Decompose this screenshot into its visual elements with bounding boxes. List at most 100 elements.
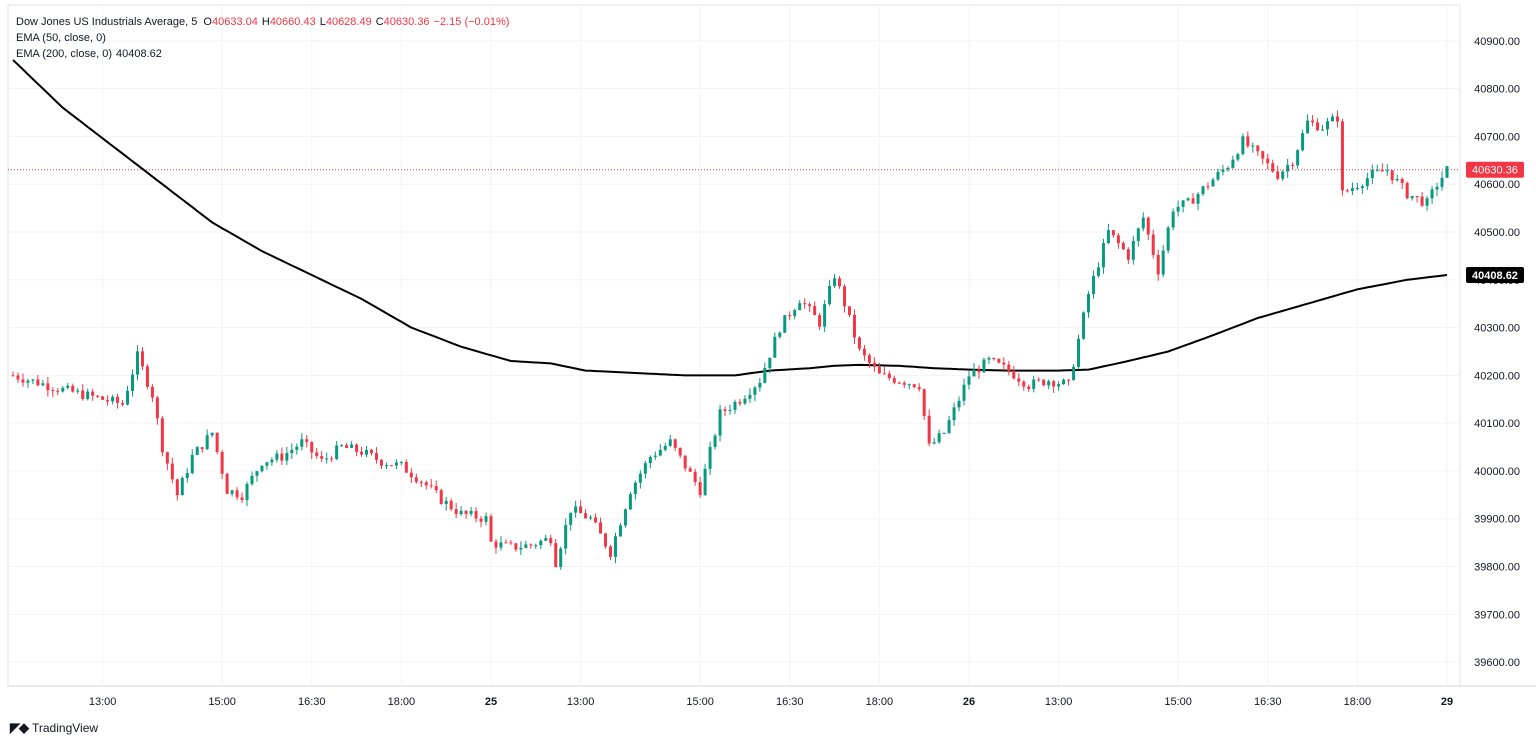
candle-body	[917, 387, 921, 390]
candle-body	[828, 286, 832, 305]
legend-ema200-row[interactable]: EMA (200, close, 0) 40408.62	[16, 46, 513, 62]
candle	[1251, 142, 1255, 153]
candle-body	[748, 394, 752, 399]
candle-body	[285, 453, 289, 461]
candle	[121, 399, 125, 407]
candle-body	[76, 390, 80, 392]
y-tick-label: 40700.00	[1474, 131, 1520, 143]
candle-body	[683, 455, 687, 469]
candle	[912, 383, 916, 389]
candle	[335, 441, 339, 460]
candle	[1395, 174, 1399, 182]
candle	[205, 429, 209, 451]
candle	[195, 446, 199, 456]
legend-ema50-row[interactable]: EMA (50, close, 0)	[16, 30, 513, 46]
x-tick-label: 29	[1441, 696, 1453, 708]
candle-body	[982, 359, 986, 373]
candle	[489, 513, 493, 543]
candle	[1091, 270, 1095, 299]
candle	[643, 460, 647, 479]
candle	[1052, 379, 1056, 393]
candle-body	[350, 444, 354, 448]
candle	[11, 371, 15, 377]
tradingview-brand[interactable]: ◤◆ TradingView	[10, 720, 98, 736]
candle-body	[897, 382, 901, 384]
candle	[1156, 249, 1160, 281]
ema200-badge-label: 40408.62	[1472, 270, 1518, 282]
candle-body	[1012, 370, 1016, 379]
symbol-title[interactable]: Dow Jones US Industrials Average, 5	[16, 16, 198, 28]
candle	[494, 538, 498, 554]
candle	[594, 513, 598, 524]
candle-body	[399, 461, 403, 463]
candle-body	[1022, 381, 1026, 387]
candle	[1186, 197, 1190, 202]
candle	[609, 544, 612, 561]
candle	[126, 385, 130, 406]
candle	[942, 432, 946, 435]
candle	[240, 492, 244, 504]
candle-body	[1380, 169, 1384, 172]
candle	[1221, 164, 1225, 176]
candle	[589, 514, 593, 521]
candle-body	[867, 355, 871, 363]
candle	[1131, 235, 1135, 265]
candle-body	[1261, 151, 1265, 159]
candle-body	[1296, 150, 1300, 166]
candle	[1430, 185, 1434, 204]
time-axis[interactable]: 13:00 15:00 16:30 18:00 25 13:00 15:00 16:30 18:…	[89, 696, 1453, 708]
legend-ohlc-row: Dow Jones US Industrials Average, 5 O4063…	[16, 16, 510, 28]
candle-body	[1440, 177, 1444, 187]
change-value: −2.15 (−0.01%)	[433, 16, 510, 28]
candle-body	[519, 547, 523, 550]
candle	[932, 438, 936, 445]
candle	[1121, 241, 1125, 251]
candle	[345, 443, 349, 449]
candle-body	[673, 439, 677, 448]
candle-body	[280, 453, 284, 461]
candle	[1231, 155, 1235, 169]
candle-body	[1047, 381, 1051, 386]
candle	[365, 445, 369, 458]
candle	[1201, 185, 1205, 197]
candle	[469, 506, 473, 517]
candle	[1047, 379, 1051, 390]
price-axis[interactable]: 39600.00 39700.00 39800.00 39900.00 40000.00…	[1466, 36, 1524, 669]
candle-body	[743, 398, 747, 404]
x-tick-label: 16:30	[298, 696, 326, 708]
candle-body	[96, 395, 100, 397]
candle	[1440, 171, 1444, 191]
y-tick-label: 40500.00	[1474, 227, 1520, 239]
candle	[788, 311, 792, 321]
candle	[638, 470, 642, 489]
candle-body	[1321, 129, 1325, 131]
candle	[384, 462, 388, 470]
candle-body	[230, 490, 234, 494]
candle	[404, 459, 408, 473]
candle	[1256, 144, 1260, 156]
candle-body	[618, 525, 622, 537]
x-tick-label: 25	[485, 696, 497, 708]
candle-body	[374, 453, 378, 460]
candle-body	[738, 401, 742, 404]
candle	[852, 309, 856, 345]
candle-body	[1062, 379, 1066, 385]
candle	[1072, 363, 1076, 381]
plot-frame	[7, 4, 1461, 687]
candle	[718, 404, 722, 442]
candle	[1126, 247, 1130, 264]
candle	[1365, 172, 1369, 190]
candle-body	[723, 409, 727, 411]
candle	[897, 381, 901, 384]
candle	[723, 406, 727, 417]
candle	[509, 540, 513, 545]
candle	[917, 383, 921, 392]
candle	[1385, 164, 1389, 176]
candle	[793, 308, 797, 320]
candle-body	[1291, 164, 1295, 166]
candle	[743, 395, 747, 406]
candle	[315, 448, 319, 459]
candle-body	[524, 544, 528, 548]
candle	[479, 515, 483, 528]
